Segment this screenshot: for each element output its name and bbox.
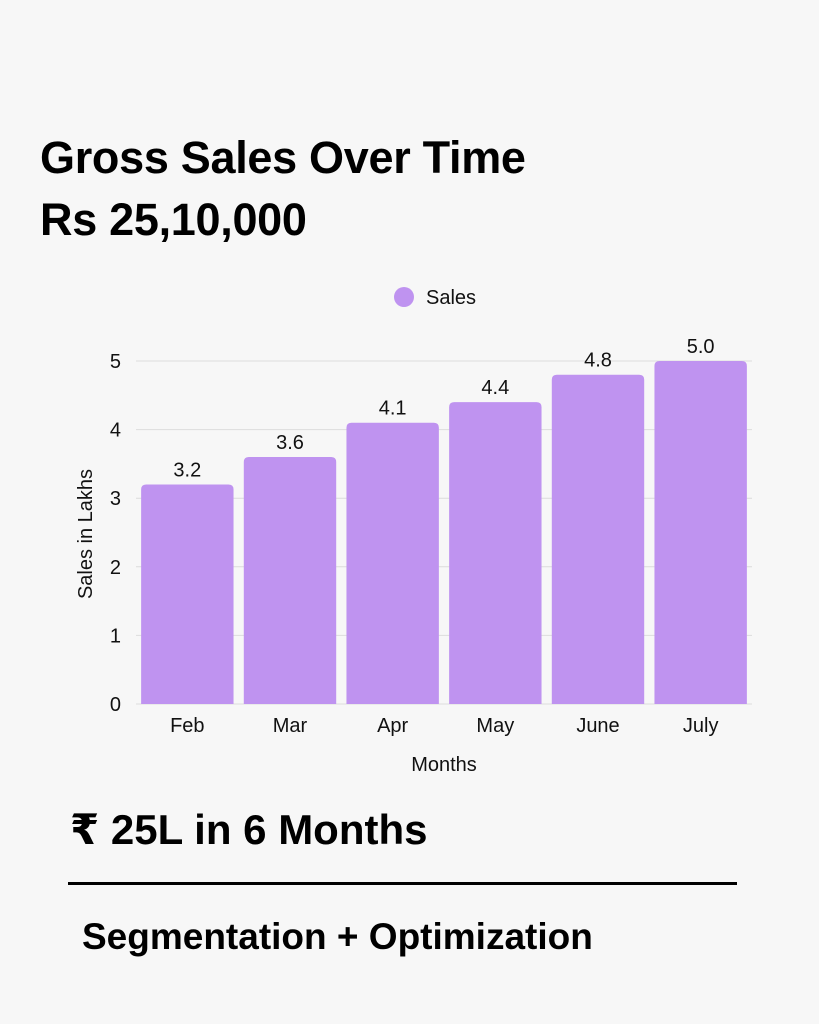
bar-value-label: 5.0 — [687, 336, 715, 358]
x-axis-label: Months — [411, 754, 477, 776]
bar-value-label: 4.8 — [584, 350, 612, 372]
chart-legend: Sales — [394, 287, 476, 309]
chart-bars — [141, 361, 747, 704]
bar-feb — [141, 484, 234, 704]
y-axis-label: Sales in Lakhs — [75, 469, 97, 599]
bar-value-label: 4.1 — [379, 398, 407, 420]
y-tick-label: 4 — [110, 420, 121, 442]
y-tick-label: 5 — [110, 351, 121, 373]
bar-value-label: 3.6 — [276, 432, 304, 454]
bar-mar — [243, 457, 337, 704]
page-title: Gross Sales Over Time — [40, 132, 526, 183]
summary-stat: ₹ 25L in 6 Months — [70, 806, 428, 853]
x-tick-label: Mar — [273, 715, 308, 737]
x-tick-label: May — [476, 715, 514, 737]
chart-gridlines — [136, 360, 752, 705]
y-tick-label: 1 — [110, 625, 121, 647]
legend-label-sales: Sales — [426, 287, 476, 309]
y-tick-label: 3 — [110, 488, 121, 510]
x-tick-label: Apr — [377, 715, 408, 737]
y-tick-label: 2 — [110, 557, 121, 579]
bar-value-label: 4.4 — [481, 377, 509, 399]
tagline: Segmentation + Optimization — [82, 916, 593, 957]
total-sales-amount: Rs 25,10,000 — [40, 194, 307, 245]
x-tick-label: June — [576, 715, 619, 737]
bar-june — [551, 374, 645, 704]
y-axis-ticks: 0 1 2 3 4 5 — [110, 351, 121, 716]
bar-value-label: 3.2 — [173, 459, 201, 481]
sales-bar-chart: Sales 0 1 2 3 4 5 3.2 3.6 4.1 4.4 4.8 5.0 Feb Mar Ap… — [75, 287, 752, 776]
legend-swatch-sales — [394, 287, 414, 307]
bar-may — [449, 402, 542, 704]
x-tick-label: Feb — [170, 715, 204, 737]
y-tick-label: 0 — [110, 694, 121, 716]
bar-apr — [346, 422, 439, 704]
bar-data-labels: 3.2 3.6 4.1 4.4 4.8 5.0 — [173, 336, 714, 481]
divider-line — [68, 882, 737, 885]
x-axis-ticks: Feb Mar Apr May June July — [170, 715, 718, 737]
bar-july — [654, 361, 747, 704]
x-tick-label: July — [683, 715, 719, 737]
